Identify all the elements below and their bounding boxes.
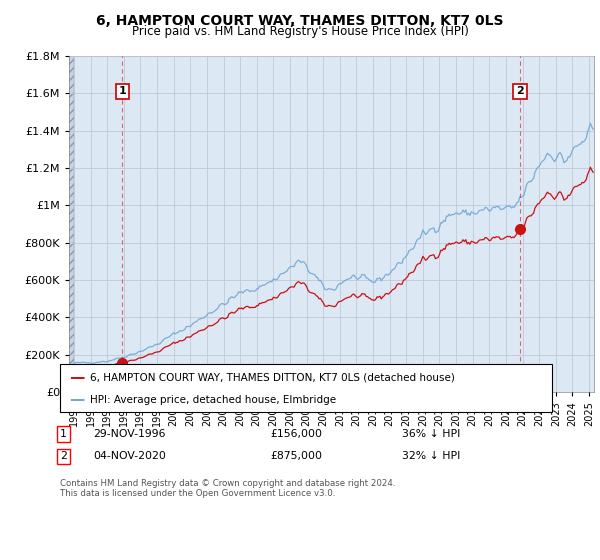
Text: 1: 1 xyxy=(118,86,126,96)
Text: Price paid vs. HM Land Registry's House Price Index (HPI): Price paid vs. HM Land Registry's House … xyxy=(131,25,469,38)
Text: 04-NOV-2020: 04-NOV-2020 xyxy=(93,451,166,461)
Text: 1: 1 xyxy=(60,429,67,439)
Text: 36% ↓ HPI: 36% ↓ HPI xyxy=(402,429,460,439)
Text: HPI: Average price, detached house, Elmbridge: HPI: Average price, detached house, Elmb… xyxy=(90,395,336,405)
Text: Contains HM Land Registry data © Crown copyright and database right 2024.
This d: Contains HM Land Registry data © Crown c… xyxy=(60,479,395,498)
Text: 32% ↓ HPI: 32% ↓ HPI xyxy=(402,451,460,461)
Text: 6, HAMPTON COURT WAY, THAMES DITTON, KT7 0LS: 6, HAMPTON COURT WAY, THAMES DITTON, KT7… xyxy=(96,14,504,28)
Text: £875,000: £875,000 xyxy=(270,451,322,461)
Text: £156,000: £156,000 xyxy=(270,429,322,439)
Text: —: — xyxy=(69,370,85,385)
Text: —: — xyxy=(69,392,85,407)
Text: 2: 2 xyxy=(60,451,67,461)
Text: 6, HAMPTON COURT WAY, THAMES DITTON, KT7 0LS (detached house): 6, HAMPTON COURT WAY, THAMES DITTON, KT7… xyxy=(90,372,455,382)
Bar xyxy=(69,56,74,392)
Text: 2: 2 xyxy=(516,86,524,96)
Text: 29-NOV-1996: 29-NOV-1996 xyxy=(93,429,166,439)
